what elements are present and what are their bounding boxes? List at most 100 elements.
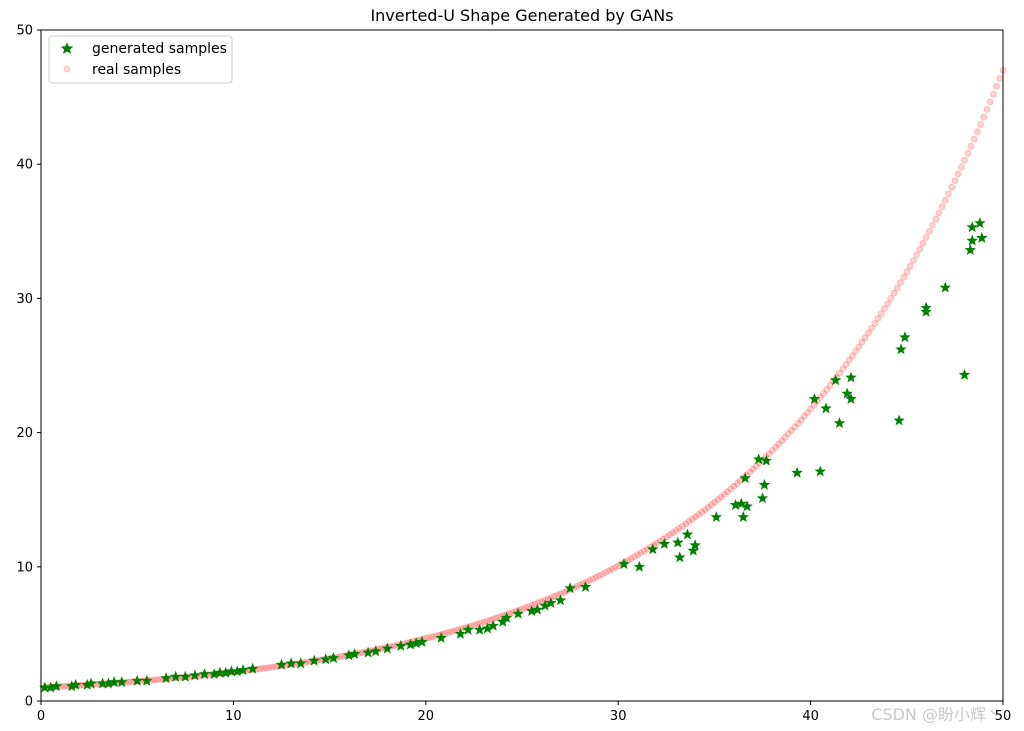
y-tick-label: 10 [16, 560, 33, 575]
generated-sample-point [275, 658, 288, 670]
real-sample-point [938, 203, 946, 211]
real-sample-point [890, 289, 898, 297]
real-sample-point [996, 75, 1004, 82]
real-sample-point [823, 386, 831, 393]
real-sample-point [704, 503, 712, 511]
generated-sample-point [845, 393, 857, 404]
x-tick-label: 20 [418, 709, 435, 724]
generated-sample-point [512, 607, 524, 619]
generated-sample-point [814, 465, 826, 477]
y-axis: 0 10 20 30 40 50 [16, 24, 41, 710]
generated-sample-point [294, 657, 307, 669]
real-sample-point [634, 551, 642, 559]
real-sample-point [156, 676, 164, 683]
real-sample-point [874, 315, 882, 323]
generated-sample-point [327, 652, 340, 663]
x-tick-label: 30 [610, 709, 627, 724]
real-sample-point [784, 430, 792, 438]
real-sample-point [839, 365, 847, 373]
real-sample-point [746, 468, 754, 476]
generated-sample-point [169, 670, 182, 682]
real-sample-point [877, 310, 885, 318]
real-sample-point [474, 620, 481, 628]
generated-sample-point [845, 371, 857, 383]
generated-sample-point [658, 537, 671, 549]
legend-box [48, 35, 233, 84]
real-sample-point [768, 447, 776, 454]
real-sample-point [820, 390, 827, 397]
real-sample-point [765, 450, 773, 458]
real-sample-point [922, 233, 930, 241]
real-sample-point [445, 629, 453, 636]
generated-sample-point [435, 631, 447, 643]
generated-sample-point [416, 635, 428, 647]
real-sample-point [730, 482, 738, 490]
generated-sample-point [756, 492, 769, 504]
real-samples-layer [41, 67, 1007, 691]
legend-star-icon [60, 42, 74, 54]
real-sample-point [127, 678, 135, 686]
real-sample-point [967, 142, 975, 150]
generated-sample-point [285, 657, 297, 669]
real-sample-point [422, 634, 430, 642]
generated-sample-point [672, 536, 684, 548]
real-sample-point [916, 245, 924, 253]
x-tick-label: 40 [802, 709, 819, 724]
generated-sample-point [531, 603, 544, 615]
real-sample-point [852, 347, 859, 355]
real-sample-point [925, 227, 933, 235]
y-tick-label: 20 [16, 426, 33, 441]
real-sample-point [954, 170, 962, 178]
chart-title: Inverted-U Shape Generated by GANs [370, 6, 673, 25]
real-sample-point [685, 518, 693, 525]
real-sample-point [339, 652, 347, 660]
generated-sample-point [829, 374, 842, 386]
real-sample-point [265, 664, 273, 671]
real-sample-point [893, 284, 901, 292]
generated-sample-point [116, 676, 128, 688]
real-sample-point [611, 564, 619, 571]
generated-sample-point [320, 653, 332, 665]
real-sample-point [945, 190, 952, 198]
generated-sample-point [554, 594, 567, 606]
real-sample-point [957, 163, 965, 171]
real-sample-point [868, 324, 875, 332]
generated-sample-point [454, 627, 467, 639]
real-sample-point [727, 485, 734, 493]
real-sample-point [695, 511, 702, 518]
real-sample-point [797, 416, 805, 424]
real-sample-point [749, 465, 757, 473]
generated-sample-point [710, 511, 723, 523]
generated-sample-point [370, 645, 382, 657]
x-tick-label: 0 [37, 709, 45, 724]
generated-sample-point [85, 677, 97, 689]
generated-sample-point [246, 662, 259, 674]
generated-sample-point [808, 393, 821, 404]
real-sample-point [480, 618, 488, 626]
real-sample-point [733, 480, 741, 487]
generated-sample-point [791, 466, 803, 478]
real-sample-point [871, 319, 879, 327]
generated-sample-point [50, 680, 63, 692]
legend: generated samples real samples [48, 35, 233, 84]
real-sample-point [807, 405, 815, 413]
real-sample-point [534, 599, 542, 607]
real-sample-point [842, 361, 850, 369]
generated-sample-point [160, 672, 172, 684]
real-sample-point [865, 329, 872, 337]
generated-sample-point [737, 511, 750, 523]
real-sample-point [855, 343, 863, 351]
generated-sample-point [579, 580, 592, 592]
real-sample-point [845, 356, 853, 364]
real-sample-point [640, 547, 648, 555]
real-sample-point [688, 515, 696, 523]
generated-sample-point [966, 221, 978, 233]
real-sample-point [599, 570, 606, 578]
real-sample-point [788, 427, 795, 434]
real-sample-point [913, 251, 920, 259]
generated-sample-point [487, 619, 499, 631]
real-sample-point [804, 409, 811, 417]
generated-sample-point [741, 500, 753, 512]
real-sample-point [425, 634, 433, 641]
